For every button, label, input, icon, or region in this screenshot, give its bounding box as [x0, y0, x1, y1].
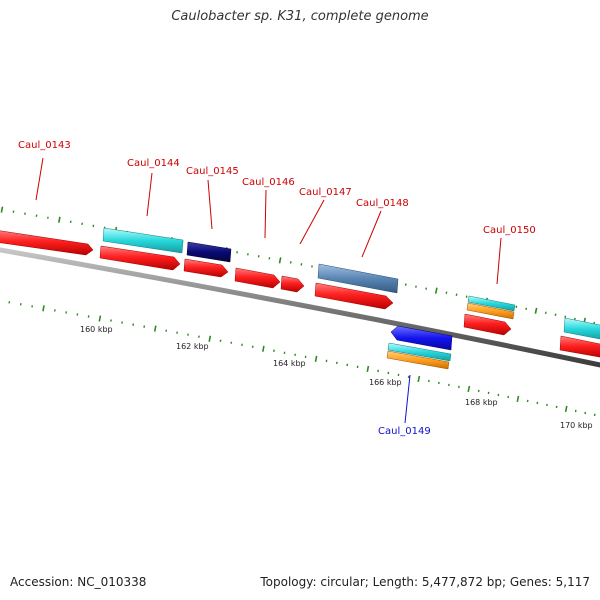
gene-caul-0143[interactable]	[0, 230, 94, 256]
gene-caul-0149-feature-orange[interactable]	[386, 350, 450, 370]
ruler-tick	[314, 355, 318, 362]
gene-caul-0144[interactable]	[99, 245, 181, 271]
gene-caul-0150[interactable]	[463, 313, 512, 336]
forward-tick	[425, 287, 428, 290]
ruler-tick	[564, 405, 568, 413]
forward-tick	[564, 315, 567, 319]
gene-label-caul-0143[interactable]: Caul_0143	[18, 140, 71, 151]
ruler-tick	[208, 335, 212, 342]
gene-right-red[interactable]	[559, 335, 600, 358]
ruler-tick	[417, 375, 421, 383]
ruler-tick	[387, 371, 390, 375]
gene-caul-0146[interactable]	[234, 267, 281, 289]
genes-reverse	[386, 325, 453, 370]
ruler-tick	[262, 345, 265, 352]
callout-line-0145	[207, 179, 213, 230]
gene-label-caul-0146[interactable]: Caul_0146	[242, 177, 295, 188]
genes-forward	[0, 227, 600, 358]
gene-caul-0150-feature-cyan[interactable]	[467, 295, 516, 312]
gene-label-caul-0150[interactable]: Caul_0150	[483, 225, 536, 236]
ruler-labels: 160 kbp 162 kbp 164 kbp 166 kbp 168 kbp …	[80, 325, 593, 430]
forward-tick	[0, 206, 4, 213]
map-title: Caulobacter sp. K31, complete genome	[171, 9, 429, 24]
callout-line-0150	[496, 237, 502, 285]
ruler-tick	[153, 325, 157, 332]
gene-label-caul-0149[interactable]: Caul_0149	[378, 426, 431, 437]
forward-tick	[534, 307, 538, 314]
ruler-tick	[516, 395, 520, 403]
ruler-tick	[536, 401, 539, 405]
forward-tick	[455, 293, 458, 296]
gene-caul-0145[interactable]	[183, 258, 229, 278]
ruler-label-164: 164 kbp	[273, 359, 306, 368]
callout-line-0143	[35, 157, 44, 201]
ruler-tick	[526, 399, 529, 403]
gene-caul-0145-feature[interactable]	[186, 241, 232, 263]
gene-caul-0150-feature-orange[interactable]	[466, 302, 515, 320]
forward-tick	[278, 257, 282, 264]
gene-label-caul-0147[interactable]: Caul_0147	[299, 187, 352, 198]
gene-caul-0149-feature-cyan[interactable]	[387, 342, 452, 362]
gene-labels: Caul_0143 Caul_0144 Caul_0145 Caul_0146 …	[18, 140, 536, 437]
forward-tick	[415, 285, 417, 288]
gene-right-feature-cyan[interactable]	[563, 317, 600, 340]
accession-text: Accession: NC_010338	[10, 575, 147, 589]
ruler-label-160: 160 kbp	[80, 325, 113, 334]
callout-lines	[35, 157, 502, 424]
callout-line-0146	[264, 189, 267, 239]
ruler-tick	[346, 363, 349, 367]
ruler-tick	[366, 365, 370, 373]
ruler-label-170: 170 kbp	[560, 421, 593, 430]
callout-line-0147	[299, 199, 325, 245]
gene-caul-0149[interactable]	[390, 325, 453, 351]
forward-tick	[434, 287, 438, 294]
ruler-label-162: 162 kbp	[176, 342, 209, 351]
ruler-tick	[467, 385, 471, 393]
ruler-label-168: 168 kbp	[465, 398, 498, 407]
gene-caul-0148[interactable]	[314, 282, 394, 310]
ruler-tick	[42, 305, 45, 312]
forward-tick	[445, 291, 448, 294]
forward-tick	[58, 216, 61, 223]
ruler-ticks	[8, 301, 596, 417]
gene-label-caul-0148[interactable]: Caul_0148	[356, 198, 409, 209]
gene-caul-0148-feature[interactable]	[317, 263, 399, 294]
forward-tick	[554, 313, 557, 317]
gene-caul-0144-feature[interactable]	[102, 227, 184, 254]
callout-line-0144	[146, 172, 153, 217]
forward-tick	[574, 317, 576, 321]
genome-backbone	[0, 247, 600, 368]
ruler-tick	[98, 315, 102, 322]
gene-caul-0147[interactable]	[280, 275, 305, 293]
genome-summary-text: Topology: circular; Length: 5,477,872 bp…	[260, 575, 590, 589]
callout-line-0148	[361, 210, 382, 258]
gene-label-caul-0145[interactable]: Caul_0145	[186, 166, 239, 177]
ruler-label-166: 166 kbp	[369, 378, 402, 387]
callout-line-0149	[404, 374, 411, 424]
gene-label-caul-0144[interactable]: Caul_0144	[127, 158, 180, 169]
ruler-tick	[273, 349, 275, 353]
